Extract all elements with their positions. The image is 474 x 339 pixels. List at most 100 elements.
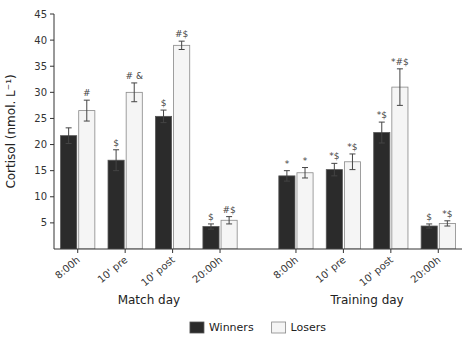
error-bar-cap bbox=[84, 100, 90, 101]
error-bar-cap bbox=[284, 170, 290, 171]
error-bar-cap bbox=[84, 121, 90, 122]
chart-svg: 51015202530354045Cortisol (nmol. L⁻¹)$$$… bbox=[0, 0, 474, 339]
error-bar-cap bbox=[226, 223, 232, 224]
error-bar-cap bbox=[331, 175, 337, 176]
error-bar bbox=[131, 83, 137, 102]
y-tick-label: 25 bbox=[34, 113, 47, 124]
error-bar-cap bbox=[379, 142, 385, 143]
error-bar bbox=[113, 150, 119, 171]
y-tick-label: 10 bbox=[34, 191, 47, 202]
x-tick bbox=[343, 249, 344, 253]
bar bbox=[439, 223, 455, 249]
bar bbox=[344, 162, 360, 249]
error-bar-cap bbox=[302, 177, 308, 178]
x-tick-label: 10' pre bbox=[96, 254, 130, 285]
bar bbox=[203, 227, 219, 249]
error-bar-cap bbox=[161, 122, 167, 123]
x-tick bbox=[77, 249, 78, 253]
bar bbox=[279, 176, 295, 249]
error-bar-cap bbox=[66, 127, 72, 128]
legend-swatch bbox=[272, 322, 286, 333]
error-bar-cap bbox=[66, 143, 72, 144]
group-label: Match day bbox=[118, 293, 181, 307]
error-bar bbox=[66, 128, 72, 144]
annotation: #$ bbox=[175, 29, 188, 39]
bar bbox=[297, 173, 313, 249]
y-tick bbox=[50, 196, 54, 197]
annotation: # bbox=[83, 88, 91, 98]
bar bbox=[174, 45, 190, 249]
error-bar-cap bbox=[349, 153, 355, 154]
error-bar-cap bbox=[444, 220, 450, 221]
y-tick bbox=[50, 222, 54, 223]
chart-container: 51015202530354045Cortisol (nmol. L⁻¹)$$$… bbox=[0, 0, 474, 339]
error-bar-stem bbox=[429, 224, 430, 228]
y-tick-label: 35 bbox=[34, 61, 47, 72]
error-bar bbox=[444, 221, 450, 226]
error-bar bbox=[379, 122, 385, 143]
error-bar bbox=[161, 110, 167, 123]
error-bar-cap bbox=[179, 41, 185, 42]
bar bbox=[126, 92, 142, 249]
y-tick bbox=[50, 144, 54, 145]
error-bar-stem bbox=[210, 224, 211, 229]
x-axis-line bbox=[54, 249, 462, 250]
error-bar-cap bbox=[131, 101, 137, 102]
y-tick bbox=[50, 170, 54, 171]
error-bar-stem bbox=[381, 122, 382, 143]
error-bar bbox=[397, 69, 403, 106]
error-bar-cap bbox=[379, 122, 385, 123]
annotation: $ bbox=[113, 138, 119, 148]
error-bar-stem bbox=[181, 41, 182, 49]
error-bar-cap bbox=[226, 216, 232, 217]
error-bar-stem bbox=[399, 69, 400, 106]
x-tick-label: 8:00h bbox=[53, 254, 82, 281]
error-bar-stem bbox=[286, 171, 287, 181]
annotation: *$ bbox=[329, 151, 339, 161]
annotation: $ bbox=[426, 212, 432, 222]
x-tick-label: 10' post bbox=[139, 254, 177, 288]
legend-item: Losers bbox=[272, 321, 327, 334]
y-tick-label: 15 bbox=[34, 165, 47, 176]
error-bar-cap bbox=[331, 163, 337, 164]
error-bar bbox=[284, 171, 290, 181]
annotation: *$ bbox=[347, 142, 357, 152]
x-tick bbox=[125, 249, 126, 253]
error-bar-cap bbox=[284, 181, 290, 182]
bar bbox=[155, 116, 171, 249]
y-tick bbox=[50, 92, 54, 93]
error-bar-stem bbox=[334, 163, 335, 176]
error-bar bbox=[84, 100, 90, 121]
x-tick bbox=[295, 249, 296, 253]
error-bar-cap bbox=[161, 110, 167, 111]
annotation: #$ bbox=[222, 205, 235, 215]
error-bar-cap bbox=[302, 167, 308, 168]
y-tick-label: 40 bbox=[34, 35, 47, 46]
x-tick bbox=[438, 249, 439, 253]
error-bar-cap bbox=[113, 149, 119, 150]
bar bbox=[421, 226, 437, 249]
error-bar-stem bbox=[447, 221, 448, 226]
y-tick-label: 45 bbox=[34, 9, 47, 20]
error-bar-stem bbox=[163, 110, 164, 123]
group-label: Training day bbox=[329, 293, 403, 307]
bar bbox=[221, 220, 237, 249]
legend-item: Winners bbox=[190, 321, 254, 334]
error-bar bbox=[349, 154, 355, 170]
annotation: $ bbox=[208, 212, 214, 222]
x-tick-label: 20:00h bbox=[190, 254, 224, 285]
error-bar-stem bbox=[68, 128, 69, 144]
error-bar-cap bbox=[426, 228, 432, 229]
annotation: $ bbox=[161, 98, 167, 108]
x-tick bbox=[220, 249, 221, 253]
error-bar-cap bbox=[208, 229, 214, 230]
error-bar bbox=[331, 163, 337, 176]
annotation: *#$ bbox=[391, 57, 409, 67]
x-tick bbox=[172, 249, 173, 253]
error-bar-cap bbox=[113, 170, 119, 171]
error-bar-cap bbox=[397, 105, 403, 106]
legend-label: Winners bbox=[209, 321, 254, 334]
error-bar-cap bbox=[397, 68, 403, 69]
error-bar bbox=[226, 217, 232, 224]
error-bar bbox=[426, 224, 432, 228]
